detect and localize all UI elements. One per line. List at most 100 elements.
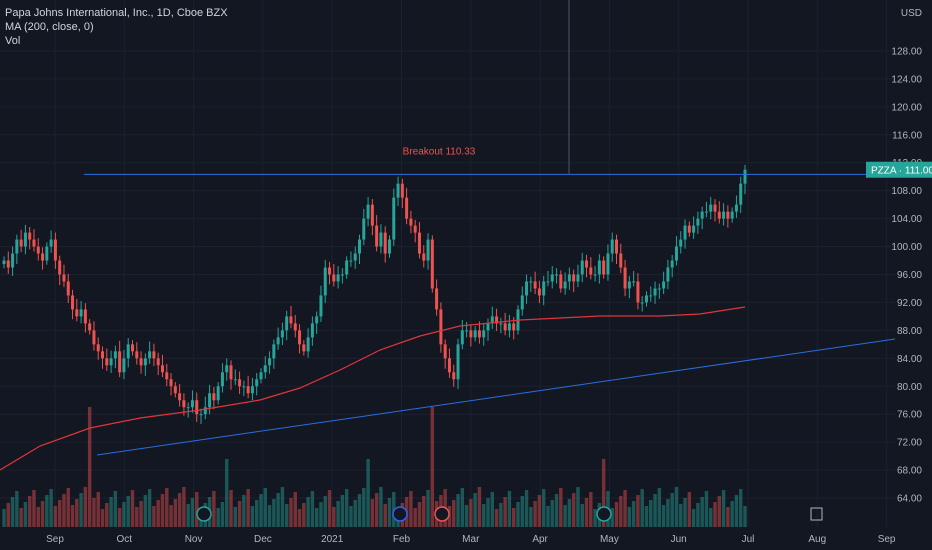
- candle-body: [169, 379, 173, 387]
- candle-body: [469, 330, 473, 338]
- volume-bar: [357, 494, 362, 527]
- volume-bar: [250, 506, 255, 527]
- earnings-event-icon: [392, 506, 408, 522]
- candle-body: [353, 253, 357, 261]
- volume-bar: [743, 506, 747, 527]
- volume-bar: [529, 507, 533, 527]
- time-tick-label: Sep: [46, 534, 64, 545]
- volume-bar: [83, 487, 88, 527]
- time-tick-label: Jun: [671, 534, 687, 545]
- candle-body: [653, 288, 657, 296]
- volume-bar: [225, 459, 229, 527]
- volume-bars: [2, 407, 747, 527]
- volume-bar: [306, 497, 310, 527]
- last-price-label: PZZA · 111.00: [871, 166, 932, 177]
- candle-body: [460, 330, 464, 345]
- volume-bar: [666, 499, 670, 527]
- volume-bar: [541, 489, 546, 527]
- candle-body: [332, 274, 336, 282]
- candle-body: [101, 351, 105, 359]
- volume-bar: [349, 506, 353, 527]
- volume-bar: [387, 498, 392, 527]
- volume-bar: [546, 506, 550, 527]
- volume-bar: [589, 492, 593, 527]
- candle-body: [62, 274, 66, 282]
- volume-bar: [623, 490, 627, 527]
- candle-body: [734, 204, 738, 212]
- candle-body: [165, 372, 169, 380]
- candle-body: [238, 379, 242, 387]
- candle-body: [730, 211, 734, 219]
- candle-body: [195, 400, 199, 415]
- volume-indicator-label[interactable]: Vol: [5, 35, 21, 47]
- volume-bar: [653, 494, 657, 527]
- volume-bar: [593, 509, 597, 527]
- volume-bar: [619, 496, 623, 527]
- price-tick-label: 76.00: [897, 410, 922, 421]
- volume-bar: [246, 489, 250, 527]
- volume-bar: [135, 507, 139, 527]
- volume-bar: [45, 495, 49, 527]
- volume-bar: [460, 488, 465, 527]
- volume-bar: [704, 491, 709, 527]
- candle-body: [546, 281, 550, 283]
- price-tick-label: 96.00: [897, 270, 922, 281]
- volume-bar: [490, 492, 495, 527]
- candle-body: [383, 232, 387, 254]
- candle-body: [627, 281, 631, 289]
- candle-body: [435, 288, 439, 310]
- volume-bar: [469, 499, 473, 527]
- price-tick-label: 64.00: [897, 494, 922, 505]
- candle-body: [572, 274, 576, 282]
- volume-bar: [670, 493, 674, 527]
- candle-body: [298, 330, 302, 345]
- symbol-title[interactable]: Papa Johns International, Inc., 1D, Cboe…: [5, 7, 228, 19]
- candle-body: [130, 344, 134, 352]
- candle-body: [640, 302, 644, 304]
- candle-body: [310, 323, 314, 338]
- volume-bar: [62, 494, 66, 527]
- volume-bar: [353, 500, 357, 527]
- candle-body: [619, 253, 623, 268]
- ma-indicator-label[interactable]: MA (200, close, 0): [5, 21, 94, 33]
- candle-body: [160, 365, 164, 373]
- time-tick-label: Nov: [185, 534, 203, 545]
- candle-body: [36, 246, 40, 254]
- candle-body: [263, 365, 267, 373]
- candle-body: [666, 267, 670, 282]
- candle-body: [250, 386, 254, 394]
- candle-body: [490, 316, 494, 324]
- volume-bar: [576, 487, 580, 527]
- candle-body: [644, 295, 648, 303]
- candle-body: [323, 267, 327, 296]
- candle-body: [216, 386, 220, 401]
- volume-bar: [336, 501, 340, 527]
- candle-body: [88, 323, 92, 331]
- time-tick-label: Feb: [393, 534, 411, 545]
- volume-bar: [713, 502, 717, 527]
- volume-bar: [691, 509, 696, 527]
- candle-body: [340, 274, 344, 276]
- volume-bar: [169, 505, 173, 527]
- price-tick-label: 124.00: [891, 74, 922, 85]
- volume-bar: [636, 495, 640, 527]
- candle-body: [430, 239, 434, 289]
- candle-body: [220, 372, 224, 387]
- volume-bar: [422, 496, 426, 527]
- candle-body: [75, 309, 79, 317]
- volume-bar: [152, 506, 156, 527]
- candle-body: [533, 281, 537, 289]
- candle-body: [96, 344, 100, 352]
- candle-body: [71, 295, 75, 310]
- volume-bar: [721, 490, 726, 527]
- time-axis: Sep Oct Nov Dec 2021 Feb Mar Apr May Jun Jul Aug Sep: [46, 534, 896, 545]
- time-tick-label: Sep: [878, 534, 896, 545]
- candle-body: [362, 218, 366, 240]
- candle-body: [409, 218, 413, 226]
- volume-bar: [452, 500, 456, 527]
- price-tick-label: 108.00: [891, 186, 922, 197]
- time-tick-label: Mar: [462, 534, 480, 545]
- volume-bar: [516, 502, 520, 527]
- candle-body: [623, 267, 627, 289]
